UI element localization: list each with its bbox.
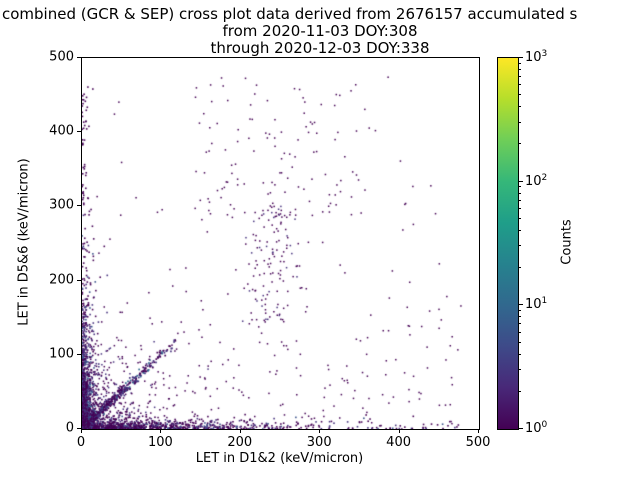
x-tick-label: 300 <box>306 435 332 450</box>
x-tick <box>398 429 400 433</box>
x-tick-label: 400 <box>386 435 412 450</box>
colorbar-minor-tick <box>519 316 521 318</box>
x-tick <box>160 429 162 433</box>
colorbar-minor-tick <box>519 192 521 194</box>
y-axis-label: LET in D5&6 (keV/micron) <box>16 158 32 326</box>
y-tick-label: 400 <box>49 123 74 139</box>
y-tick <box>77 428 81 429</box>
chart-subtitle-through: through 2020-12-03 DOY:338 <box>210 39 430 57</box>
colorbar-minor-tick <box>519 229 521 231</box>
y-tick <box>77 57 81 58</box>
y-tick <box>77 131 81 133</box>
colorbar-minor-tick <box>519 68 521 70</box>
colorbar-minor-tick <box>519 208 521 210</box>
colorbar-minor-tick <box>519 84 521 86</box>
colorbar-minor-tick <box>519 186 521 188</box>
colorbar <box>497 57 519 430</box>
colorbar-minor-tick <box>519 143 521 145</box>
colorbar-minor-tick <box>519 217 521 219</box>
plot-area <box>81 57 480 430</box>
colorbar-minor-tick <box>519 121 521 123</box>
colorbar-tick <box>519 57 523 58</box>
x-tick-label: 200 <box>227 435 253 450</box>
x-tick <box>478 429 479 433</box>
y-tick-label: 500 <box>49 49 74 65</box>
colorbar-tick-label: 103 <box>525 48 548 66</box>
colorbar-minor-tick <box>519 323 521 325</box>
colorbar-label: Counts <box>559 219 575 265</box>
colorbar-tick <box>519 304 523 306</box>
x-tick-label: 100 <box>147 435 173 450</box>
colorbar-tick <box>519 180 523 182</box>
colorbar-minor-tick <box>519 106 521 108</box>
y-tick <box>77 353 81 355</box>
chart-subtitle-from: from 2020-11-03 DOY:308 <box>222 22 418 40</box>
chart-title: combined (GCR & SEP) cross plot data der… <box>2 5 578 23</box>
colorbar-minor-tick <box>519 390 521 392</box>
colorbar-minor-tick <box>519 199 521 201</box>
colorbar-minor-tick <box>519 341 521 343</box>
colorbar-minor-tick <box>519 94 521 96</box>
colorbar-minor-tick <box>519 331 521 333</box>
colorbar-minor-tick <box>519 309 521 311</box>
x-tick <box>239 429 241 433</box>
colorbar-minor-tick <box>519 245 521 247</box>
colorbar-minor-tick <box>519 62 521 64</box>
y-tick <box>77 279 81 281</box>
y-tick <box>77 205 81 207</box>
y-tick-label: 0 <box>65 420 74 436</box>
colorbar-minor-tick <box>519 353 521 355</box>
y-tick-label: 100 <box>49 346 74 362</box>
x-tick-label: 0 <box>76 435 86 450</box>
colorbar-minor-tick <box>519 368 521 370</box>
y-tick-label: 300 <box>49 197 74 213</box>
x-tick <box>319 429 321 433</box>
x-tick <box>81 429 82 433</box>
colorbar-tick-label: 101 <box>525 296 548 313</box>
colorbar-tick <box>519 428 523 429</box>
scatter-points <box>82 58 479 429</box>
colorbar-minor-tick <box>519 76 521 78</box>
y-tick-label: 200 <box>49 272 74 288</box>
colorbar-tick-label: 100 <box>525 419 548 437</box>
colorbar-tick-label: 102 <box>525 172 548 189</box>
x-axis-label: LET in D1&2 (keV/micron) <box>195 451 364 466</box>
colorbar-minor-tick <box>519 267 521 269</box>
x-tick-label: 500 <box>465 435 491 450</box>
